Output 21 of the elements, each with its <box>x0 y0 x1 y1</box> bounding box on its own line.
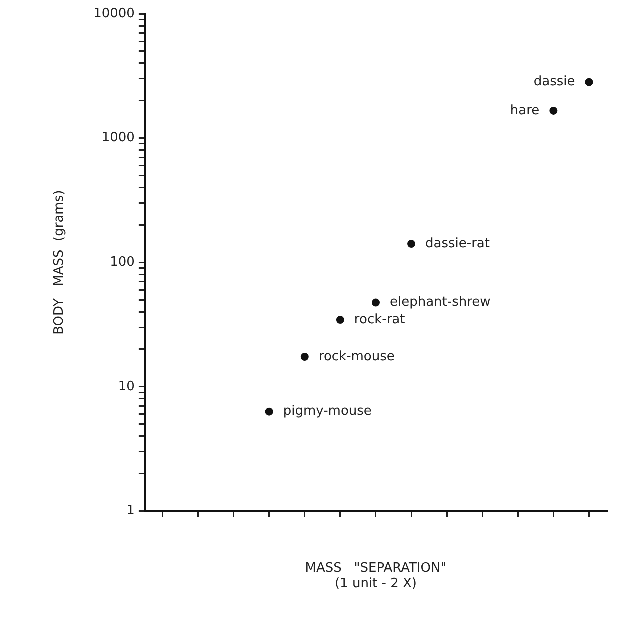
point <box>372 298 380 307</box>
series-label: rock-rat <box>354 312 406 328</box>
y-tick-label: 10000 <box>94 6 135 22</box>
y-axis-title: BODY MASS (grams) <box>52 190 68 335</box>
point <box>585 78 594 86</box>
point <box>408 240 416 248</box>
point <box>265 408 274 416</box>
series-label: rock-mouse <box>318 349 395 364</box>
point <box>336 316 344 324</box>
series-label: hare <box>510 103 540 118</box>
y-tick-label: 1 <box>126 504 135 519</box>
series-label: pigmy-mouse <box>283 404 372 420</box>
series-label: dassie-rat <box>426 236 490 252</box>
x-axis-title: MASS "SEPARATION" (1 unit - 2 X) <box>305 560 447 592</box>
y-tick-label: 1000 <box>102 130 135 146</box>
y-tick-label: 10 <box>118 379 135 394</box>
series-label: elephant-shrew <box>390 295 492 310</box>
point <box>550 106 558 115</box>
point <box>300 353 309 361</box>
series-label: dassie <box>534 74 576 90</box>
y-tick-label: 100 <box>110 254 135 270</box>
